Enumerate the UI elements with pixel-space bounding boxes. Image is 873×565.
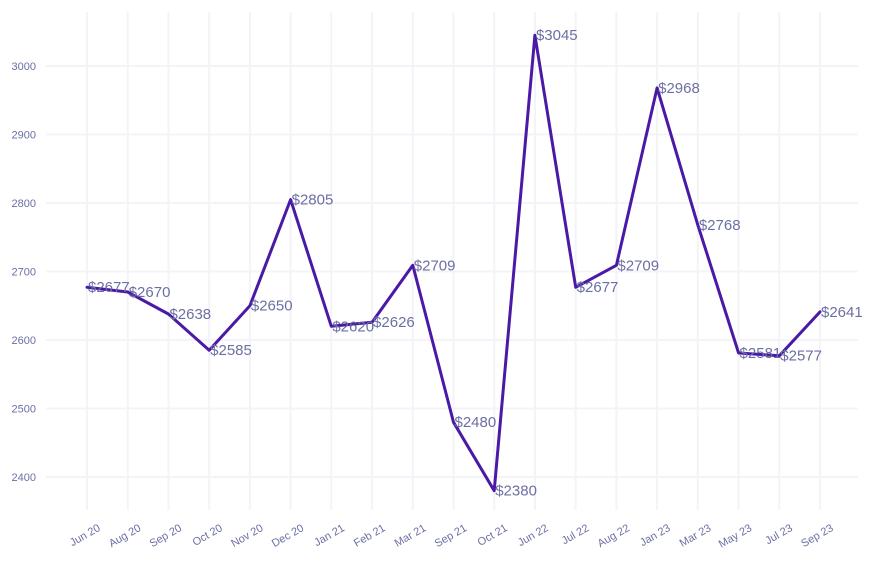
x-tick-label: Sep 20 bbox=[148, 522, 184, 550]
y-tick-label: 2500 bbox=[12, 404, 36, 416]
data-label: $2577 bbox=[780, 348, 822, 365]
data-label: $2709 bbox=[617, 257, 659, 274]
data-label: $2380 bbox=[495, 483, 537, 500]
data-label: $2620 bbox=[332, 318, 374, 335]
x-tick-label: Sep 21 bbox=[433, 522, 469, 550]
data-label: $2768 bbox=[699, 217, 741, 234]
x-tick-label: May 23 bbox=[717, 522, 754, 550]
x-tick-label: Mar 23 bbox=[678, 522, 714, 550]
x-gridlines bbox=[86, 12, 821, 510]
x-axis-tick-labels: Jun 20 Aug 20 Sep 20 Oct 20 Nov 20 Dec 20 Jan … bbox=[68, 522, 836, 550]
y-tick-label: 2600 bbox=[12, 335, 36, 347]
data-label: $2968 bbox=[658, 80, 700, 97]
x-tick-label: Jan 21 bbox=[312, 522, 347, 549]
x-tick-label: Jun 22 bbox=[516, 522, 551, 549]
y-axis-tick-labels: 2400 2500 2600 2700 2800 2900 3000 bbox=[12, 61, 36, 484]
data-label: $2480 bbox=[455, 414, 497, 431]
data-label: $2638 bbox=[169, 306, 211, 323]
x-tick-label: Oct 21 bbox=[476, 522, 510, 549]
data-label: $2641 bbox=[821, 304, 863, 321]
series-line bbox=[85, 33, 822, 493]
x-tick-label: Mar 21 bbox=[393, 522, 429, 550]
data-label: $2585 bbox=[210, 342, 252, 359]
data-labels: $2677 $2670$2638$2585$2650$2805$2620 $2626… bbox=[88, 27, 863, 500]
x-tick-label: Jul 22 bbox=[560, 522, 591, 547]
y-tick-label: 3000 bbox=[12, 61, 36, 73]
data-label: $2709 bbox=[414, 257, 456, 274]
y-tick-label: 2400 bbox=[12, 472, 36, 484]
data-label: $2581 bbox=[740, 345, 782, 362]
data-label: $2670 bbox=[129, 284, 171, 301]
data-label: $2650 bbox=[251, 298, 293, 315]
x-tick-label: Aug 22 bbox=[596, 522, 632, 550]
data-label: $2677 bbox=[88, 279, 130, 296]
y-tick-label: 2800 bbox=[12, 198, 36, 210]
x-tick-label: Aug 20 bbox=[107, 522, 143, 550]
x-tick-label: Oct 20 bbox=[191, 522, 225, 549]
data-label: $2805 bbox=[292, 192, 334, 209]
x-tick-label: Sep 23 bbox=[799, 522, 835, 550]
data-label: $3045 bbox=[536, 27, 578, 44]
x-tick-label: Jun 20 bbox=[68, 522, 103, 549]
x-tick-label: Jan 23 bbox=[638, 522, 673, 549]
data-label: $2677 bbox=[577, 279, 619, 296]
y-tick-label: 2700 bbox=[12, 267, 36, 279]
y-tick-label: 2900 bbox=[12, 130, 36, 142]
data-label: $2626 bbox=[373, 314, 415, 331]
x-tick-label: Feb 21 bbox=[352, 522, 388, 550]
x-tick-label: Jul 23 bbox=[763, 522, 794, 547]
x-tick-label: Nov 20 bbox=[229, 522, 265, 550]
x-tick-label: Dec 20 bbox=[270, 522, 306, 550]
y-gridlines bbox=[46, 65, 858, 478]
